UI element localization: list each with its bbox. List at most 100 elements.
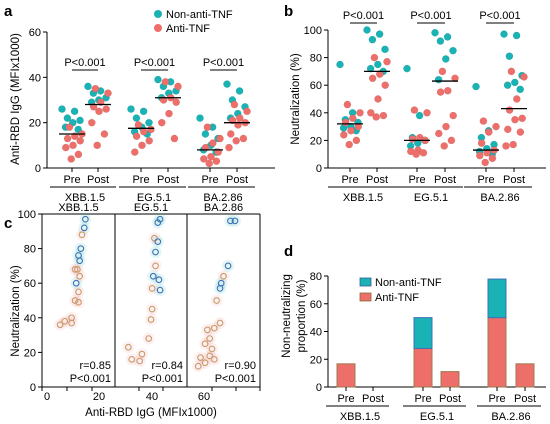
point-halo xyxy=(65,316,78,329)
data-point xyxy=(201,340,209,348)
data-point xyxy=(366,64,375,73)
y-tick-label: 40 xyxy=(24,313,36,325)
y-tick-label: 20 xyxy=(310,135,322,147)
x-category-label: Pre xyxy=(414,393,431,405)
data-point xyxy=(449,46,457,55)
correlation-r: r=0.90 xyxy=(225,360,257,372)
point-halo xyxy=(206,342,218,355)
data-point xyxy=(447,136,456,145)
data-point xyxy=(216,134,224,143)
group-label: BA.2.86 xyxy=(203,192,242,204)
data-point xyxy=(516,85,525,94)
data-point xyxy=(226,130,235,138)
data-point xyxy=(210,355,218,363)
point-halo xyxy=(79,213,92,226)
data-point xyxy=(204,326,211,334)
data-point xyxy=(72,279,80,287)
data-point xyxy=(381,81,390,89)
x-tick-label: 40 xyxy=(146,391,158,403)
data-point xyxy=(336,60,344,69)
data-point xyxy=(212,157,221,165)
data-point xyxy=(201,359,209,367)
point-halo xyxy=(73,270,86,283)
y-tick-label: 100 xyxy=(18,209,36,221)
data-point xyxy=(201,130,210,138)
data-point xyxy=(100,130,109,138)
data-point xyxy=(479,117,488,125)
data-point xyxy=(363,26,371,34)
data-point xyxy=(423,109,431,117)
data-point xyxy=(73,266,81,273)
data-point xyxy=(510,78,519,87)
data-point xyxy=(235,87,244,95)
data-point xyxy=(69,141,77,150)
data-point xyxy=(368,74,377,83)
data-point xyxy=(152,262,159,270)
y-tick-label: 100 xyxy=(304,25,322,37)
x-category-label: Post xyxy=(87,174,109,186)
data-point xyxy=(76,257,83,265)
y-tick-label: 20 xyxy=(24,347,36,359)
panel-c-xlabel: Anti-RBD IgG (MFIx1000) xyxy=(85,407,217,419)
data-point xyxy=(503,125,512,134)
data-point xyxy=(148,305,156,313)
data-point xyxy=(520,73,528,81)
data-point xyxy=(206,335,214,342)
x-category-label: Post xyxy=(226,174,248,186)
group-label: EG.5.1 xyxy=(420,411,454,423)
point-halo xyxy=(125,353,138,366)
data-point xyxy=(366,109,375,117)
data-point xyxy=(383,57,391,66)
x-category-label: Post xyxy=(366,174,388,186)
data-point xyxy=(77,245,85,252)
data-point xyxy=(436,37,445,45)
legend-d-anti-marker xyxy=(359,292,372,302)
data-point xyxy=(74,150,83,159)
point-halo xyxy=(69,294,82,307)
point-halo xyxy=(151,235,164,248)
point-halo xyxy=(203,349,216,362)
data-point xyxy=(172,98,180,107)
data-point xyxy=(208,139,217,147)
data-point xyxy=(157,118,166,127)
data-point xyxy=(62,143,70,152)
data-point xyxy=(451,74,459,83)
data-point xyxy=(68,319,75,327)
panel-b: 0 20 40 60 80 100 Pre Post Pre Post Pre Post XBB.1.5… xyxy=(304,10,546,204)
y-tick-label: 40 xyxy=(29,72,41,84)
data-point xyxy=(154,75,162,84)
panel-d-label: d xyxy=(284,243,293,260)
data-point xyxy=(348,114,357,123)
data-point xyxy=(138,141,146,150)
data-point xyxy=(136,357,144,365)
point-halo xyxy=(222,259,235,272)
x-category-label: Post xyxy=(157,174,179,186)
correlation-p: P<0.001 xyxy=(142,373,183,385)
y-tick-label: 0 xyxy=(316,163,322,175)
data-point xyxy=(134,121,143,129)
data-point xyxy=(67,155,75,163)
data-point xyxy=(412,150,421,158)
data-point xyxy=(356,109,364,117)
data-point xyxy=(151,234,158,242)
group-label: XBB.1.5 xyxy=(340,411,380,423)
bar-anti-tnf xyxy=(487,317,507,388)
data-point xyxy=(206,352,214,360)
data-point xyxy=(370,53,379,62)
data-point xyxy=(147,316,155,323)
data-point xyxy=(443,86,452,95)
bar-non-anti-tnf xyxy=(413,317,433,349)
point-halo xyxy=(142,332,155,345)
group-label: XBB.1.5 xyxy=(343,192,383,204)
group-label: BA.2.86 xyxy=(491,411,530,423)
data-point xyxy=(231,217,239,225)
data-point xyxy=(509,140,518,149)
data-point xyxy=(132,114,141,122)
significance-label: P<0.001 xyxy=(203,57,244,69)
point-halo xyxy=(58,315,71,328)
data-point xyxy=(149,272,157,280)
data-point xyxy=(216,285,224,292)
point-halo xyxy=(145,313,157,326)
data-point xyxy=(71,266,79,273)
